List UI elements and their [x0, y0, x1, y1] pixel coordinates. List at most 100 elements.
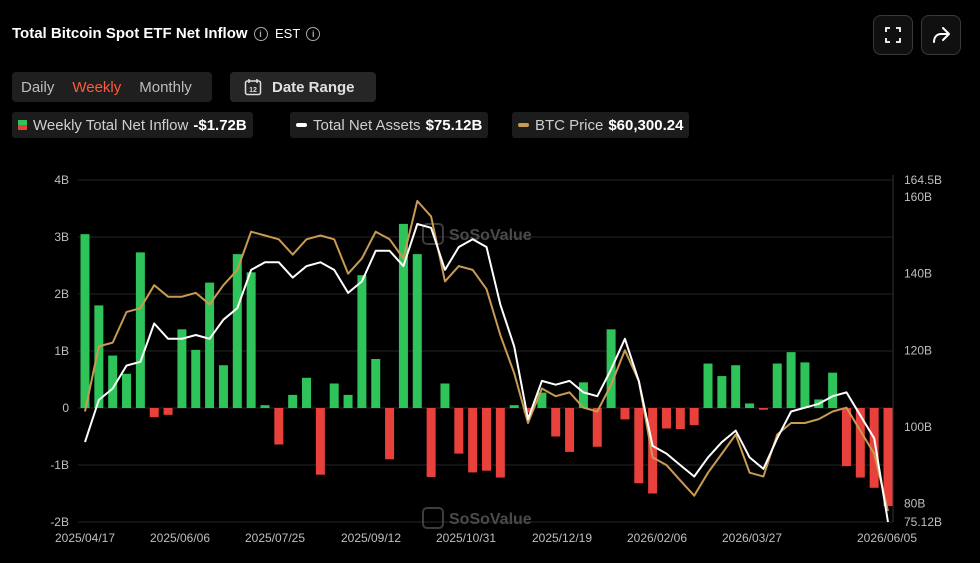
outflow-bar — [648, 408, 658, 494]
outflow-bar — [689, 408, 699, 426]
watermark-text: SoSoValue — [449, 227, 532, 244]
outflow-bar — [482, 408, 491, 471]
outflow-bar — [385, 408, 395, 460]
inflow-bar — [218, 365, 228, 408]
inflow-bar — [108, 355, 118, 408]
chart-title: Total Bitcoin Spot ETF Net Inflow i — [12, 25, 268, 42]
watermark-logo — [422, 507, 444, 529]
left-axis-tick-label: 2B — [54, 287, 69, 301]
outflow-bar — [163, 408, 173, 415]
net-assets-line — [84, 223, 889, 523]
price-legend-swatch — [518, 123, 529, 127]
inflow-bar — [80, 234, 90, 408]
outflow-bar — [620, 408, 630, 420]
x-axis-tick-label: 2025/10/31 — [436, 531, 496, 545]
legend-value: -$1.72B — [193, 116, 247, 134]
outflow-bar — [855, 408, 865, 478]
right-axis-tick-label: 100B — [904, 420, 932, 434]
legend-value: $60,300.24 — [608, 116, 684, 134]
calendar-icon: 12 — [244, 79, 262, 96]
outflow-bar — [869, 408, 879, 488]
left-axis-tick-label: 0 — [62, 401, 69, 415]
info-icon[interactable]: i — [253, 27, 268, 41]
left-axis-tick-label: -1B — [50, 458, 69, 472]
share-button[interactable] — [921, 15, 961, 55]
outflow-bar — [592, 408, 602, 447]
right-axis-tick-label: 80B — [904, 496, 925, 510]
timezone-label: EST i — [275, 26, 321, 41]
date-range-label: Date Range — [272, 78, 355, 96]
calendar-day-text: 12 — [249, 87, 257, 94]
inflow-bar — [786, 352, 796, 408]
outflow-bar — [883, 408, 893, 507]
outflow-bar — [468, 408, 478, 473]
left-axis-tick-label: 4B — [54, 173, 69, 187]
x-axis-tick-label: 2025/04/17 — [55, 531, 115, 545]
inflow-bar — [343, 394, 353, 408]
outflow-bar — [565, 408, 575, 452]
outflow-bar — [634, 408, 644, 484]
period-tabs: Daily Weekly Monthly — [12, 72, 212, 102]
outflow-bar — [661, 408, 671, 429]
x-axis-tick-label: 2025/07/25 — [245, 531, 305, 545]
inflow-bar — [800, 362, 810, 408]
inflow-bar — [717, 376, 727, 408]
outflow-bar — [454, 408, 464, 454]
left-axis-tick-label: 3B — [54, 230, 69, 244]
outflow-bar — [274, 408, 284, 445]
outflow-bar — [841, 408, 851, 467]
inflow-bar — [398, 223, 408, 408]
legend-label: BTC Price — [535, 116, 604, 134]
inflow-bar — [302, 377, 312, 408]
legend-value: $75.12B — [425, 116, 483, 134]
legend-item-net-inflow[interactable]: Weekly Total Net Inflow -$1.72B — [12, 112, 253, 138]
tab-daily[interactable]: Daily — [21, 78, 55, 96]
chart-title-text: Total Bitcoin Spot ETF Net Inflow — [12, 25, 248, 42]
inflow-bar — [232, 254, 242, 408]
x-axis-tick-label: 2026/06/05 — [857, 531, 917, 545]
x-axis-tick-label: 2026/02/06 — [627, 531, 687, 545]
watermark-text: SoSoValue — [449, 511, 532, 528]
outflow-bar — [149, 408, 159, 418]
outflow-bar — [315, 408, 325, 475]
inflow-bar — [537, 392, 547, 408]
inflow-legend-swatch — [18, 120, 27, 130]
btc-price-line — [84, 200, 889, 512]
legend-item-btc-price[interactable]: BTC Price $60,300.24 — [512, 112, 690, 138]
outflow-bar — [426, 408, 436, 477]
inflow-bar — [371, 358, 381, 408]
inflow-bar — [772, 363, 782, 408]
legend-label: Total Net Assets — [313, 116, 421, 134]
x-axis-tick-label: 2025/12/19 — [532, 531, 592, 545]
inflow-bar — [703, 363, 713, 408]
share-icon — [933, 27, 950, 43]
inflow-bar — [122, 373, 132, 408]
tab-weekly[interactable]: Weekly — [72, 78, 122, 96]
left-axis-tick-label: 1B — [54, 344, 69, 358]
inflow-bar — [177, 329, 187, 408]
tab-monthly[interactable]: Monthly — [139, 78, 192, 96]
right-axis-tick-label: 140B — [904, 267, 932, 281]
right-axis-tick-label: 75.12B — [904, 515, 942, 529]
inflow-bar — [731, 365, 741, 408]
inflow-bar — [288, 394, 298, 408]
inflow-bar — [745, 403, 755, 408]
legend-item-net-assets[interactable]: Total Net Assets $75.12B — [290, 112, 489, 138]
inflow-bar — [357, 275, 367, 408]
inflow-bar — [191, 349, 201, 408]
inflow-bar — [412, 254, 422, 408]
x-axis-tick-label: 2025/06/06 — [150, 531, 210, 545]
x-axis-tick-label: 2026/03/27 — [722, 531, 782, 545]
fullscreen-icon — [885, 27, 901, 43]
date-range-button[interactable]: 12 Date Range — [230, 72, 376, 102]
outflow-bar — [675, 408, 685, 430]
right-axis-tick-label: 120B — [904, 343, 932, 357]
inflow-bar — [828, 372, 838, 408]
inflow-bar — [509, 405, 519, 408]
inflow-bar — [135, 252, 145, 408]
inflow-bar — [578, 382, 588, 408]
outflow-bar — [551, 408, 561, 437]
fullscreen-button[interactable] — [873, 15, 913, 55]
info-icon[interactable]: i — [306, 27, 321, 41]
